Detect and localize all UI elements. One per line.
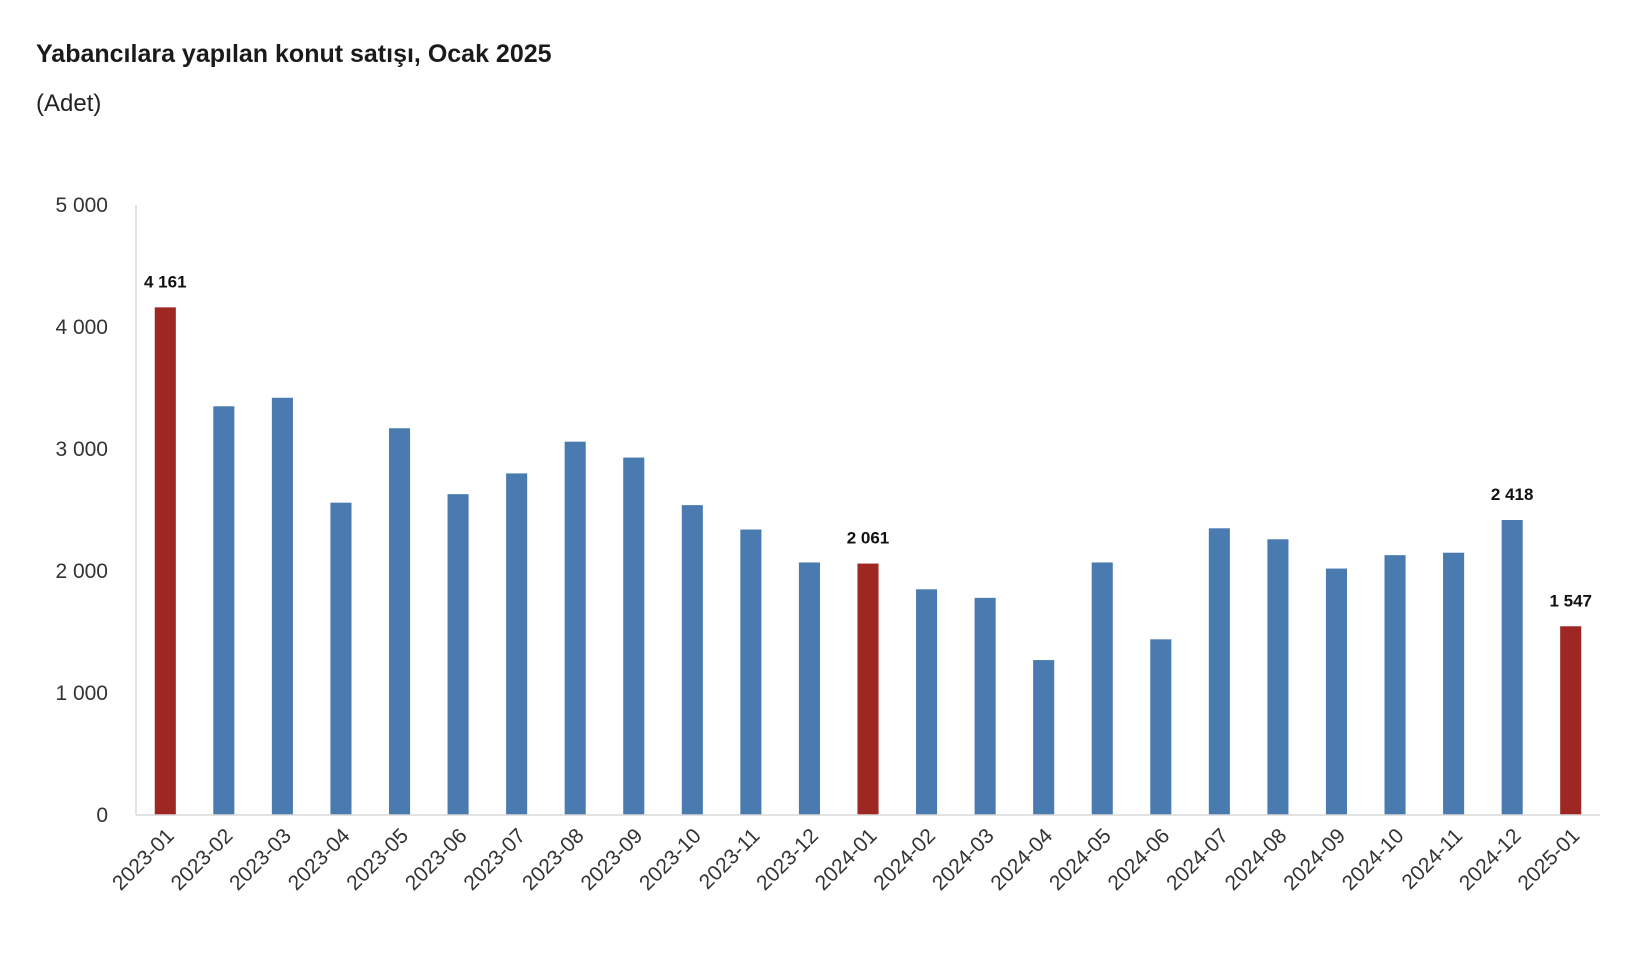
x-tick-label: 2024-07: [1162, 824, 1233, 895]
bar-2024-01: [857, 563, 879, 815]
x-axis: 2023-012023-022023-032023-042023-052023-…: [108, 814, 1600, 895]
x-tick-label: 2024-02: [869, 824, 940, 895]
bar-2024-04: [1033, 660, 1055, 815]
x-tick-label: 2025-01: [1513, 824, 1584, 895]
bar-2023-03: [271, 397, 293, 815]
data-label-2024-01: 2 061: [847, 529, 890, 548]
chart-title: Yabancılara yapılan konut satışı, Ocak 2…: [36, 40, 552, 68]
data-label-2024-12: 2 418: [1491, 485, 1534, 504]
y-axis: 0 1 000 2 000 3 000 4 000 5 000: [55, 194, 137, 827]
x-tick-label: 2024-10: [1338, 824, 1409, 895]
x-tick-label: 2023-07: [459, 824, 530, 895]
bar-2023-09: [623, 457, 645, 815]
x-tick-label: 2023-08: [518, 824, 589, 895]
x-tick-label: 2023-06: [401, 824, 472, 895]
bar-2023-02: [213, 406, 235, 815]
y-tick-label: 1 000: [55, 682, 108, 705]
data-label-2025-01: 1 547: [1549, 591, 1592, 610]
x-tick-label: 2023-02: [167, 824, 238, 895]
bar-2023-07: [506, 473, 528, 815]
x-tick-label: 2023-11: [695, 824, 765, 894]
y-tick-label: 4 000: [55, 316, 108, 339]
x-tick-label: 2024-11: [1397, 824, 1467, 894]
x-tick-label: 2023-09: [577, 824, 648, 895]
x-tick-label: 2023-04: [284, 824, 355, 895]
bar-2023-11: [740, 529, 762, 815]
x-tick-label: 2023-12: [752, 824, 823, 895]
bar-2024-12: [1501, 520, 1523, 815]
x-tick-label: 2024-04: [986, 824, 1057, 895]
x-tick-label: 2023-01: [108, 824, 179, 895]
x-tick-label: 2024-03: [928, 824, 999, 895]
y-tick-label: 3 000: [55, 438, 108, 461]
chart-subtitle: (Adet): [36, 90, 102, 117]
bar-2024-06: [1150, 639, 1172, 815]
bars: [154, 307, 1582, 815]
bar-2025-01: [1560, 626, 1582, 815]
x-tick-label: 2024-06: [1104, 824, 1175, 895]
x-tick-label: 2023-10: [635, 824, 706, 895]
y-tick-label: 0: [96, 804, 108, 827]
bar-2024-07: [1208, 528, 1230, 815]
bar-2023-01: [154, 307, 176, 815]
x-tick-label: 2024-01: [811, 824, 882, 895]
bar-2023-06: [447, 494, 469, 815]
bar-2024-11: [1443, 552, 1465, 815]
bar-2023-05: [388, 428, 411, 815]
x-tick-label: 2024-09: [1279, 824, 1350, 895]
bar-2024-08: [1267, 539, 1289, 815]
bar-2023-08: [564, 441, 586, 815]
x-tick-label: 2024-12: [1455, 824, 1526, 895]
bar-2023-12: [798, 562, 820, 815]
x-tick-label: 2023-05: [342, 824, 413, 895]
y-tick-label: 2 000: [55, 560, 108, 583]
bar-2024-05: [1091, 562, 1113, 815]
bar-2023-04: [330, 502, 352, 815]
x-tick-label: 2024-08: [1221, 824, 1292, 895]
bar-2024-03: [974, 597, 996, 815]
x-tick-label: 2023-03: [225, 824, 296, 895]
data-labels: 4 161 2 061 2 418 1 547: [144, 272, 1592, 610]
bar-2024-09: [1325, 568, 1348, 815]
x-tick-label: 2024-05: [1045, 824, 1116, 895]
y-tick-label: 5 000: [55, 194, 108, 217]
data-label-2023-01: 4 161: [144, 272, 187, 291]
bar-2024-02: [916, 589, 938, 815]
bar-2024-10: [1384, 555, 1406, 815]
bar-2023-10: [681, 505, 703, 815]
